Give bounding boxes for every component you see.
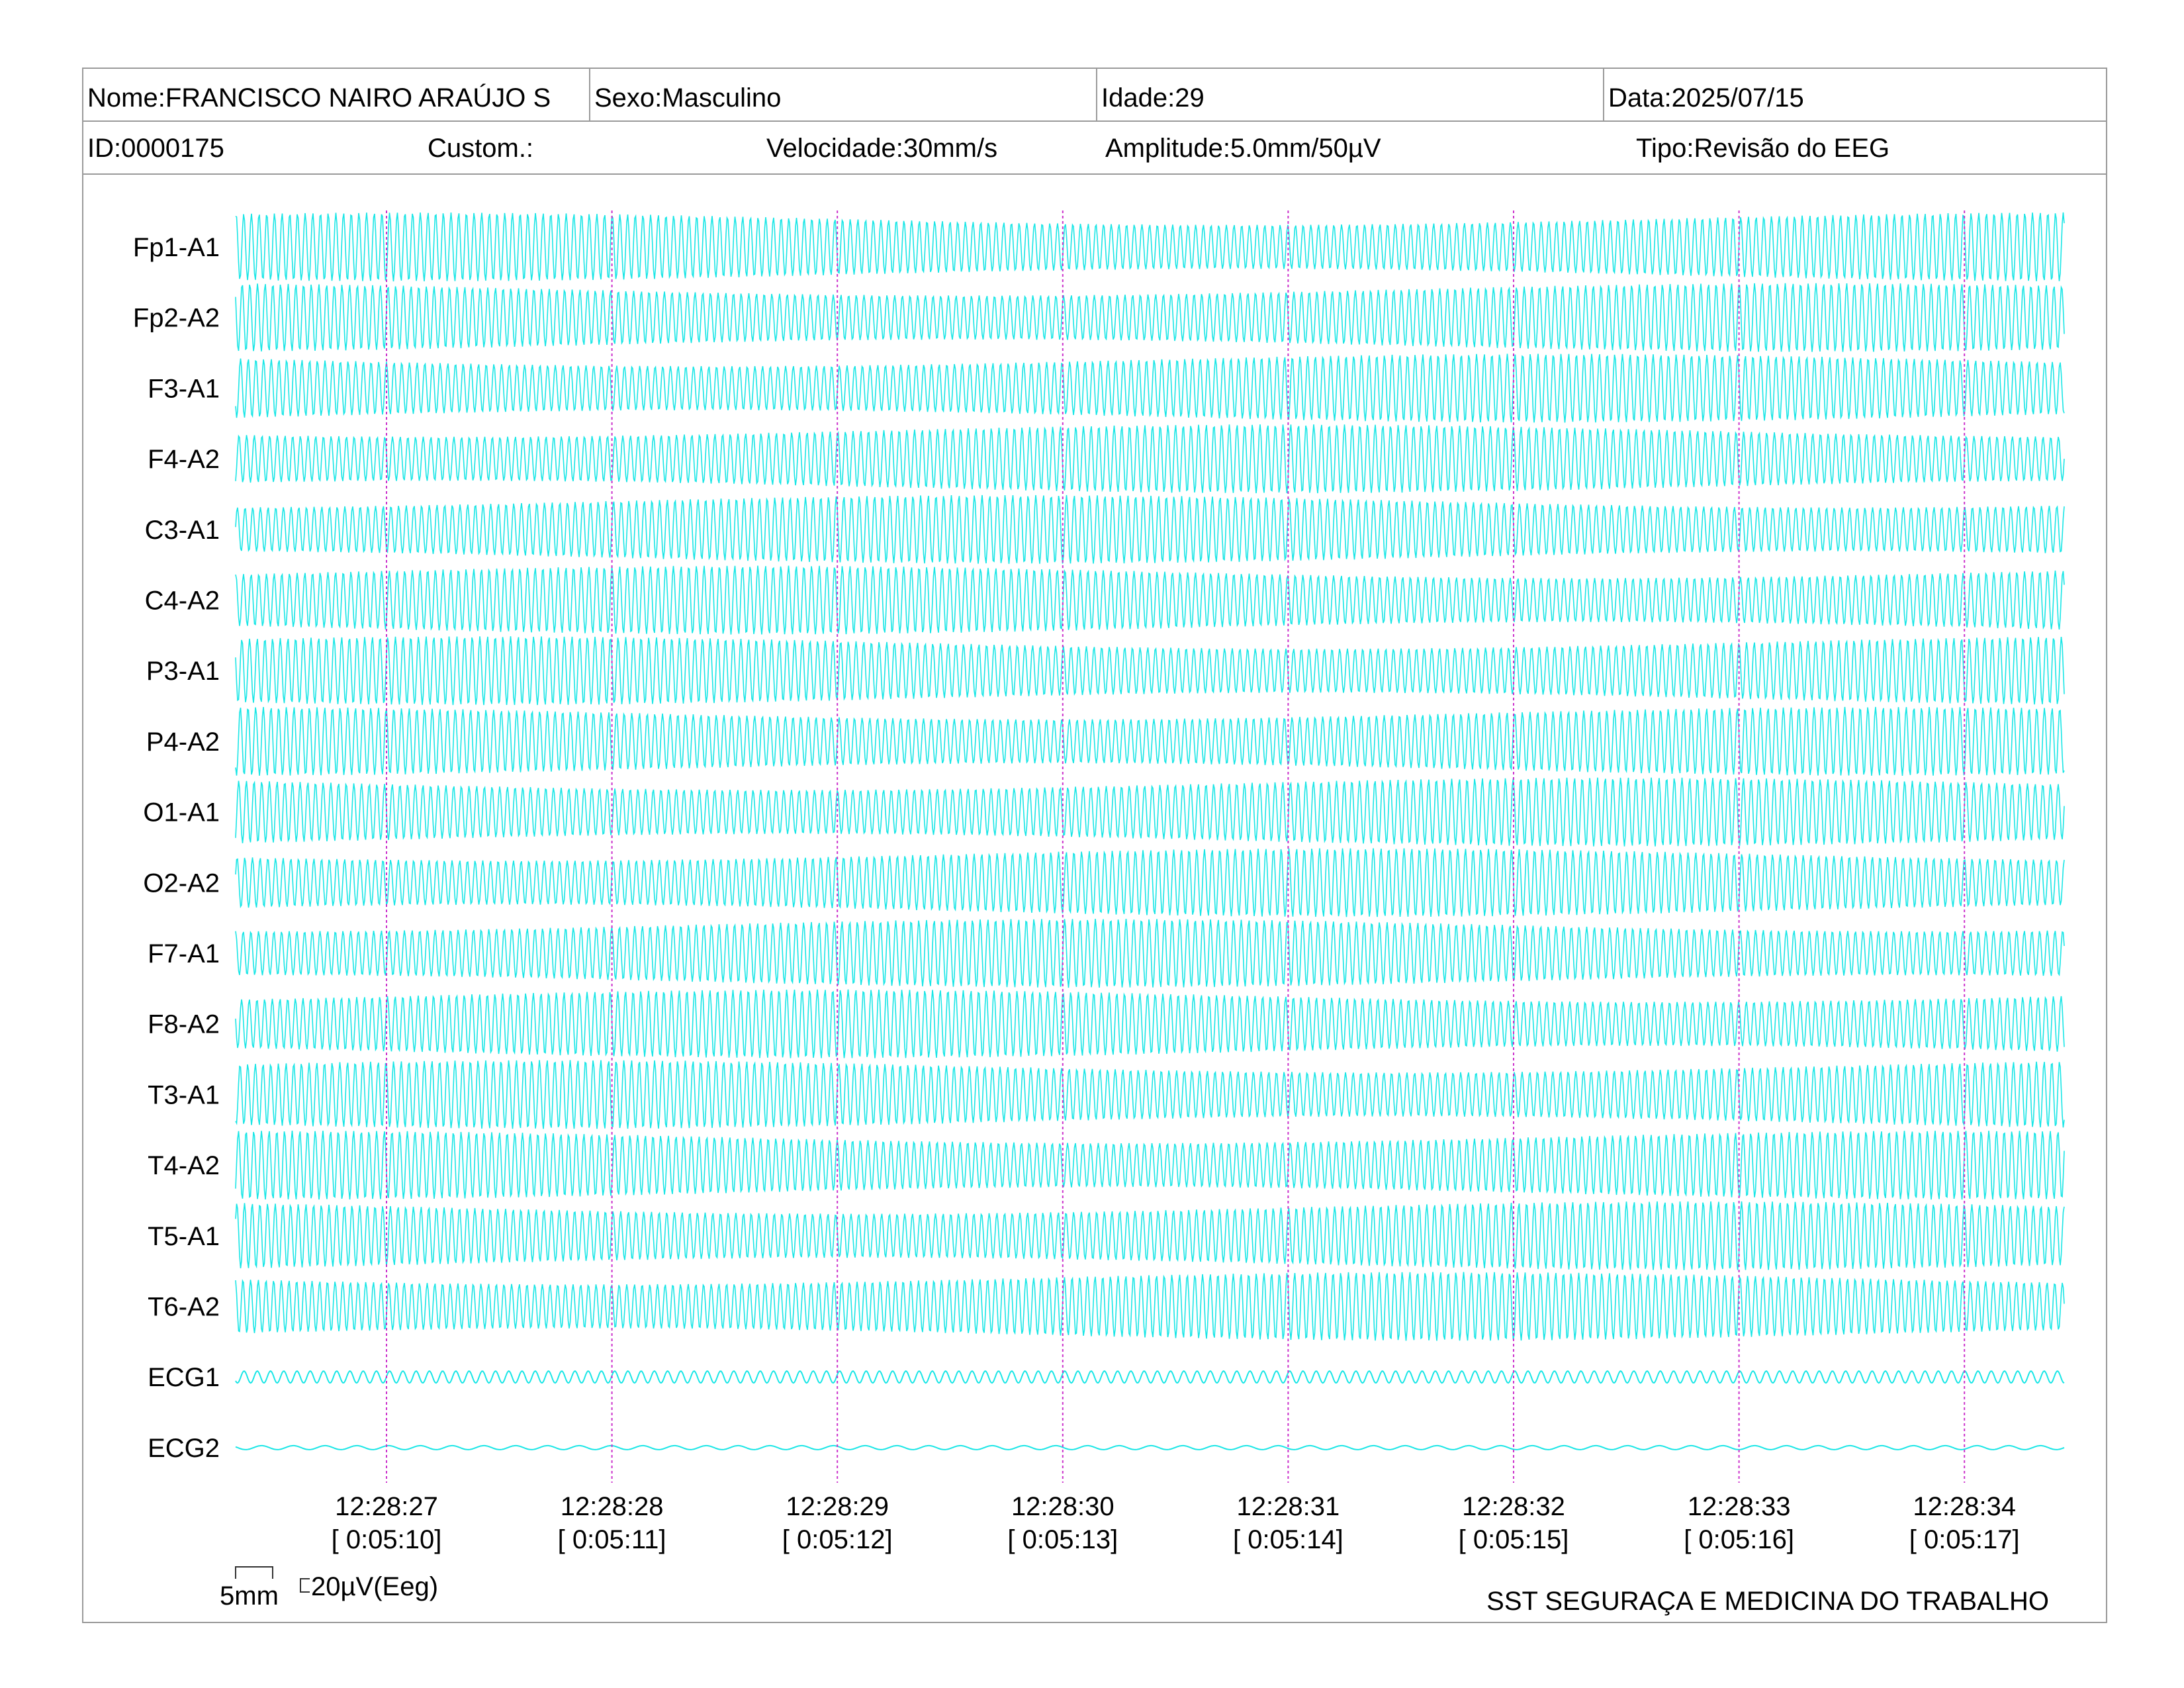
time-tick-elapsed: [ 0:05:17] (1909, 1525, 2020, 1554)
trace-o2-a2 (235, 848, 2065, 917)
time-tick-clock: 12:28:28 (561, 1492, 664, 1521)
trace-ecg2 (235, 1444, 2065, 1450)
channel-label-o2-a2: O2-A2 (143, 868, 220, 898)
time-tick-clock: 12:28:31 (1237, 1492, 1340, 1521)
exam-type: Tipo:Revisão do EEG (1636, 134, 1890, 163)
amplitude-setting: Amplitude:5.0mm/50µV (1105, 134, 1381, 163)
time-tick-elapsed: [ 0:05:13] (1007, 1525, 1118, 1554)
time-tick-elapsed: [ 0:05:12] (782, 1525, 893, 1554)
scale-amp-label: 20µV(Eeg) (311, 1572, 438, 1601)
trace-t3-a1 (235, 1060, 2065, 1129)
time-tick-elapsed: [ 0:05:15] (1459, 1525, 1569, 1554)
trace-o1-a1 (235, 777, 2065, 847)
time-tick-clock: 12:28:33 (1688, 1492, 1791, 1521)
trace-f7-a1 (235, 919, 2065, 988)
trace-p3-a1 (235, 636, 2065, 706)
time-tick-elapsed: [ 0:05:16] (1684, 1525, 1794, 1554)
time-tick-elapsed: [ 0:05:11] (558, 1525, 666, 1554)
trace-f8-a2 (235, 989, 2065, 1058)
speed-setting: Velocidade:30mm/s (766, 134, 998, 163)
trace-t4-a2 (235, 1131, 2065, 1200)
channel-label-t3-a1: T3-A1 (148, 1080, 220, 1109)
channel-label-ecg2: ECG2 (148, 1434, 220, 1463)
trace-t6-a2 (235, 1272, 2065, 1341)
time-tick-elapsed: [ 0:05:14] (1233, 1525, 1343, 1554)
trace-f3-a1 (235, 353, 2065, 423)
channel-label-c4-a2: C4-A2 (145, 586, 220, 616)
channel-label-t6-a2: T6-A2 (148, 1293, 220, 1322)
time-tick-elapsed: [ 0:05:10] (332, 1525, 442, 1554)
time-tick-clock: 12:28:30 (1011, 1492, 1115, 1521)
channel-label-f7-a1: F7-A1 (148, 939, 220, 968)
header-row-2: ID:0000175 Custom.: Velocidade:30mm/s Am… (83, 120, 2106, 175)
channel-label-o1-a1: O1-A1 (143, 798, 220, 827)
trace-fp1-a1 (235, 212, 2065, 282)
trace-p4-a2 (235, 706, 2065, 776)
custom-field: Custom.: (428, 134, 534, 163)
channel-label-t4-a2: T4-A2 (148, 1151, 220, 1180)
trace-ecg1 (235, 1370, 2065, 1384)
time-tick-clock: 12:28:32 (1462, 1492, 1565, 1521)
time-tick-clock: 12:28:27 (335, 1492, 438, 1521)
trace-fp2-a2 (235, 283, 2065, 352)
channel-label-p4-a2: P4-A2 (146, 727, 220, 757)
eeg-report: Nome:FRANCISCO NAIRO ARAÚJO S Sexo:Mascu… (82, 68, 2107, 1623)
patient-age: Idade:29 (1097, 69, 1604, 120)
company-name: SST SEGURAÇA E MEDICINA DO TRABALHO (1486, 1587, 2049, 1616)
time-tick-clock: 12:28:29 (786, 1492, 889, 1521)
trace-c3-a1 (235, 494, 2065, 564)
trace-t5-a1 (235, 1201, 2065, 1270)
exam-date: Data:2025/07/15 (1608, 83, 1804, 113)
patient-name: Nome:FRANCISCO NAIRO ARAÚJO S (83, 69, 590, 120)
scale-bar: 5mm 20µV(Eeg) (220, 1566, 438, 1611)
channel-label-f4-a2: F4-A2 (148, 445, 220, 474)
channel-label-t5-a1: T5-A1 (148, 1222, 220, 1251)
channel-label-p3-a1: P3-A1 (146, 657, 220, 686)
channel-label-ecg1: ECG1 (148, 1363, 220, 1392)
trace-f4-a2 (235, 424, 2065, 494)
trace-c4-a2 (235, 565, 2065, 635)
channel-label-fp1-a1: Fp1-A1 (133, 233, 220, 262)
header-row-1: Nome:FRANCISCO NAIRO ARAÚJO S Sexo:Mascu… (83, 69, 2106, 122)
channel-label-c3-a1: C3-A1 (145, 516, 220, 545)
channel-label-f8-a2: F8-A2 (148, 1010, 220, 1039)
scale-time-label: 5mm (220, 1581, 279, 1611)
channel-label-f3-a1: F3-A1 (148, 374, 220, 403)
patient-id: ID:0000175 (87, 134, 224, 163)
time-tick-clock: 12:28:34 (1913, 1492, 2016, 1521)
channel-label-fp2-a2: Fp2-A2 (133, 304, 220, 333)
patient-sex: Sexo:Masculino (590, 69, 1097, 120)
